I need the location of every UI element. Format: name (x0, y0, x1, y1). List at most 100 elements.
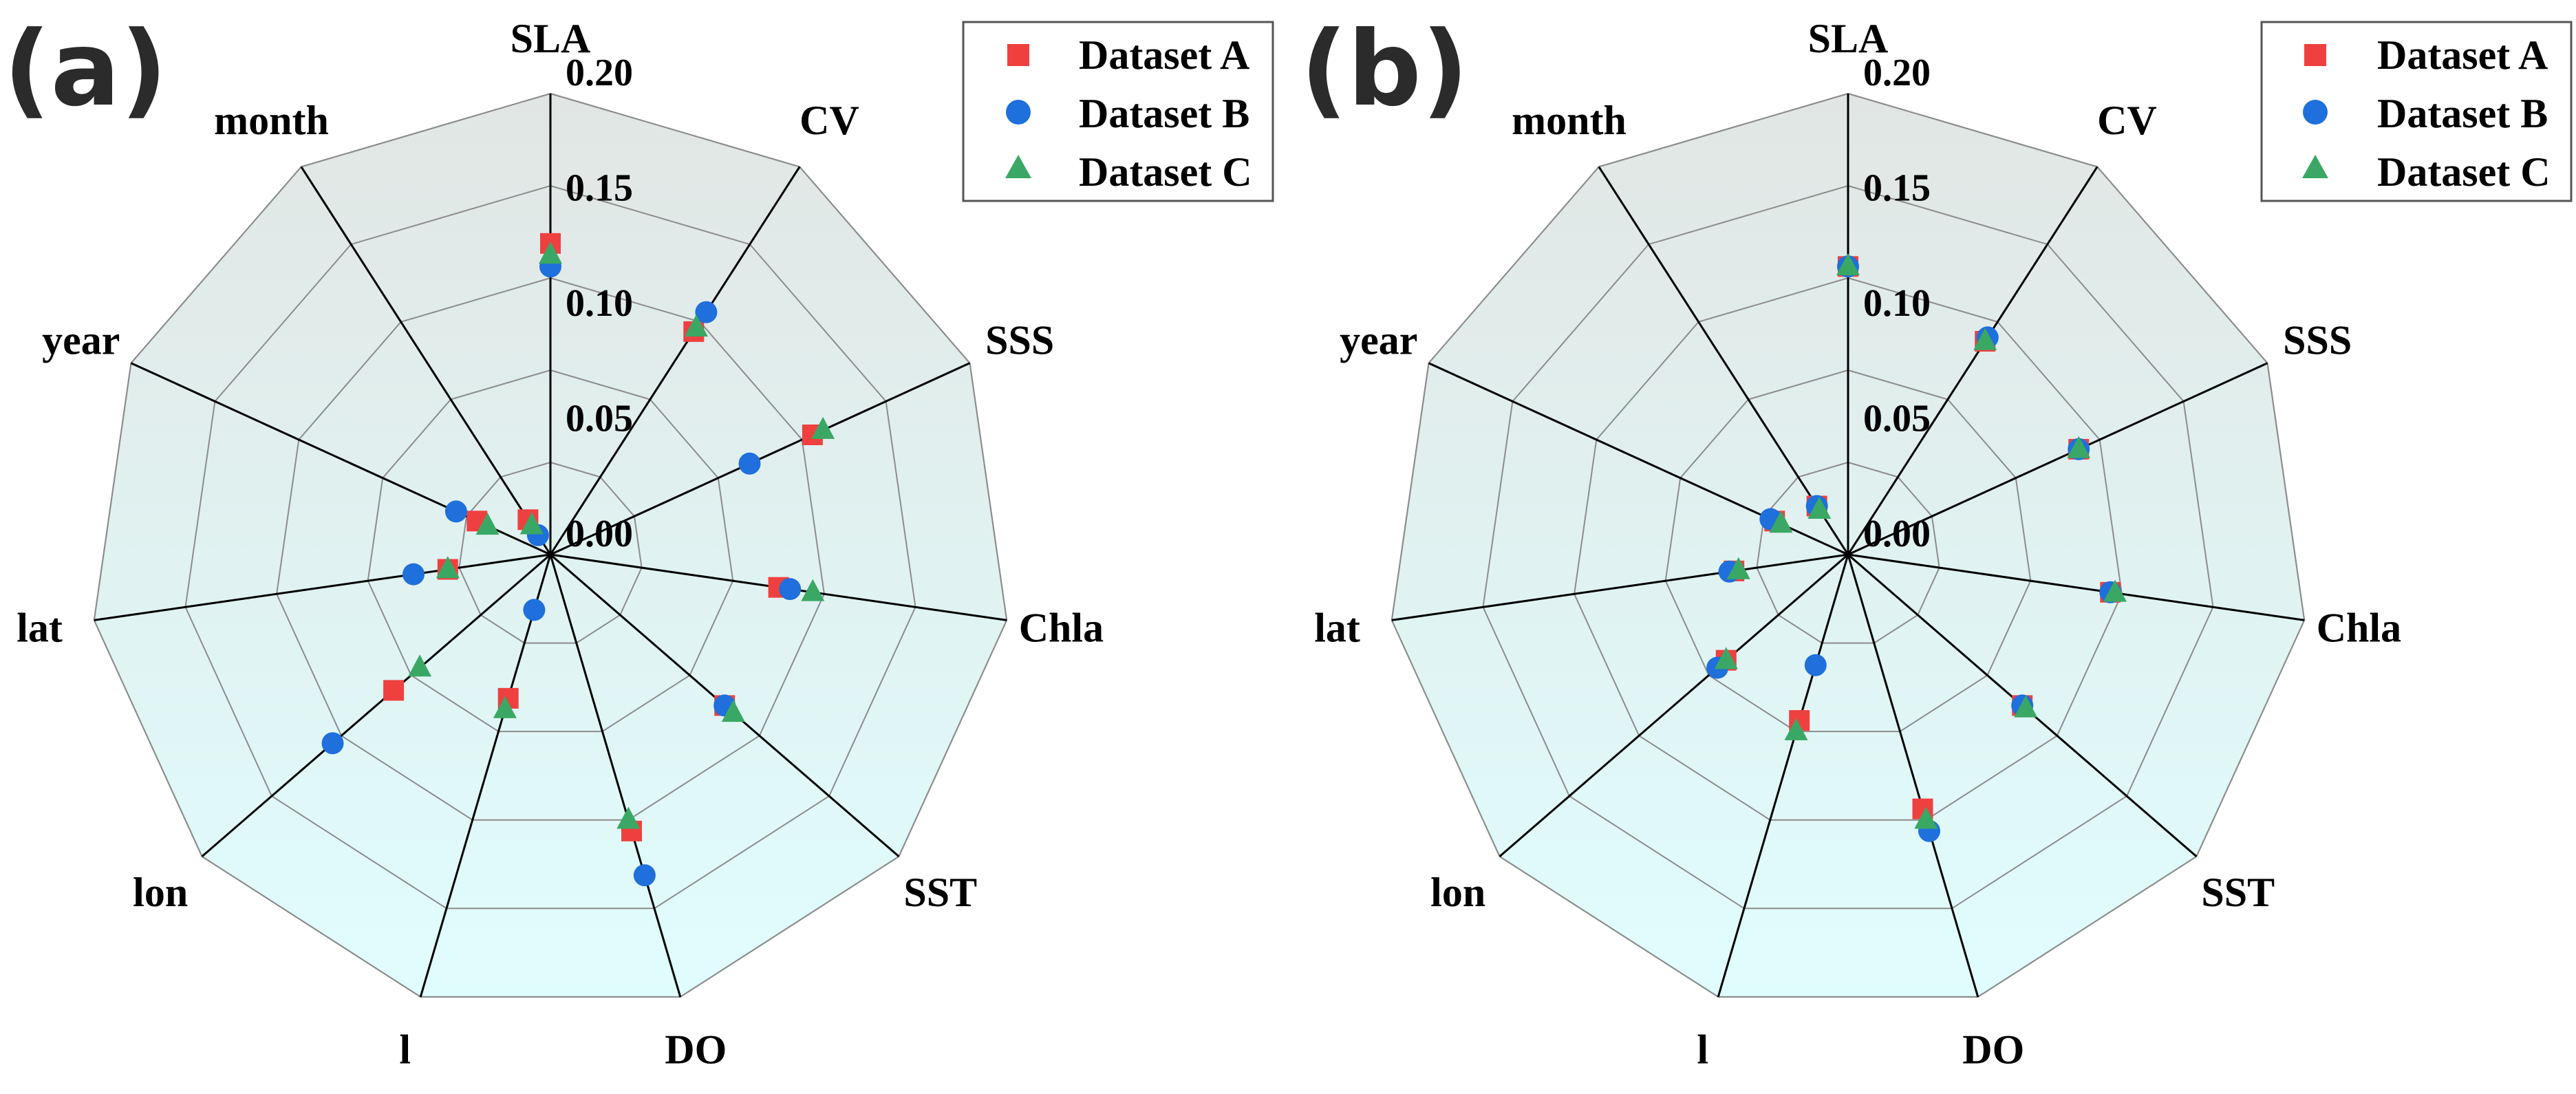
radial-ticks-a: 0.00 0.05 0.10 0.15 0.20 (566, 52, 633, 555)
radial-tick-label: 0.05 (1863, 398, 1931, 440)
radial-tick-label: 0.10 (1863, 282, 1931, 325)
axis-label-chla: Chla (2317, 605, 2401, 651)
legend-label-dataset-b: Dataset B (1079, 91, 1249, 136)
axis-labels-b: SLA CV SSS Chla SST DO l lon lat year month (1314, 16, 2401, 1073)
data-point-dataset-b-l (523, 599, 546, 621)
data-point-dataset-c-sla (539, 242, 562, 264)
data-point-dataset-c-lon (408, 654, 432, 677)
data-point-dataset-b-chla (779, 578, 802, 601)
axis-label-lat: lat (17, 605, 63, 651)
axis-label-month: month (214, 98, 329, 143)
radial-tick-label: 0.05 (566, 398, 633, 440)
radar-panel-b: (b) SLA CV SSS Chla SST DO l lon lat year month 0.… (1300, 10, 2573, 1073)
data-point-dataset-c-lat (436, 556, 460, 579)
legend-marker-dataset-a (1007, 44, 1029, 66)
radial-tick-label: 0.10 (566, 282, 633, 325)
radar-spoke-lat (94, 553, 551, 621)
axis-label-chla: Chla (1019, 605, 1104, 651)
data-point-dataset-c-l (493, 696, 517, 718)
legend-marker-dataset-a (2304, 44, 2326, 66)
data-point-dataset-a-lon (383, 680, 405, 701)
axis-label-lat: lat (1314, 605, 1360, 651)
data-point-dataset-b-do (633, 864, 656, 887)
panel-label-a: (a) (3, 10, 167, 129)
radar-spokes-b (1391, 94, 2305, 998)
axis-label-sss: SSS (2283, 317, 2352, 363)
legend-a: Dataset A Dataset B Dataset C (962, 21, 1274, 202)
radar-ring (184, 184, 916, 910)
data-point-dataset-c-month (519, 512, 544, 535)
axis-label-year: year (42, 317, 120, 363)
radar-ring (93, 92, 1008, 998)
legend-label-dataset-c: Dataset C (2377, 149, 2551, 195)
data-markers-a (321, 233, 835, 887)
data-point-dataset-c-sst (721, 700, 745, 722)
radar-ring (276, 277, 825, 821)
radar-spoke-sss (1847, 362, 2268, 556)
radar-panel-a: (a) SLA CV SSS Chla SST DO l lon lat year month 0.… (3, 10, 1274, 1073)
data-point-dataset-b-year (444, 500, 467, 523)
legend-label-dataset-a: Dataset A (1079, 32, 1249, 78)
legend-marker-dataset-b (2303, 100, 2328, 125)
radar-spoke-l (1717, 554, 1849, 998)
data-point-dataset-c-year (1769, 511, 1793, 533)
radar-spoke-month (1598, 166, 1849, 555)
radial-tick-label: 0.15 (566, 167, 633, 210)
radar-spoke-cv (549, 166, 801, 555)
radar-spoke-lat (1391, 553, 1849, 621)
data-point-dataset-c-lon (1714, 647, 1738, 669)
data-point-dataset-b-l (1804, 654, 1827, 676)
axis-label-sss: SSS (985, 317, 1054, 363)
radial-tick-label: 0.00 (1863, 513, 1931, 555)
legend-label-dataset-c: Dataset C (1079, 149, 1252, 195)
radar-spoke-lon (201, 553, 551, 857)
radar-ring (1574, 277, 2123, 821)
axis-label-do: DO (665, 1027, 727, 1073)
data-point-dataset-c-sla (1836, 253, 1860, 276)
data-point-dataset-c-l (1784, 718, 1808, 740)
data-point-dataset-c-year (475, 513, 500, 535)
radar-ring (1664, 369, 2032, 733)
axis-label-sla: SLA (511, 16, 591, 61)
axis-label-sst: SST (903, 870, 977, 915)
data-point-dataset-c-do (616, 806, 641, 829)
axis-label-month: month (1512, 98, 1627, 143)
data-point-dataset-b-cv (695, 301, 718, 323)
legend-marker-dataset-b (1006, 100, 1031, 125)
data-point-dataset-c-chla (2103, 579, 2127, 602)
data-point-dataset-c-lat (1726, 557, 1750, 579)
radial-ticks-b: 0.00 0.05 0.10 0.15 0.20 (1863, 52, 1931, 555)
axis-label-cv: CV (2097, 98, 2157, 143)
data-point-dataset-c-month (1807, 497, 1832, 519)
radar-ring (458, 461, 643, 644)
data-point-dataset-c-sss (2067, 436, 2091, 458)
radar-ring (1391, 92, 2306, 998)
radar-spoke-do (1847, 554, 1979, 998)
radar-spoke-chla (1847, 553, 2305, 621)
data-point-dataset-c-cv (1973, 328, 1997, 350)
axis-label-cv: CV (799, 98, 859, 143)
data-markers-b (1706, 253, 2127, 842)
axis-label-l: l (1697, 1027, 1708, 1073)
radial-tick-label: 0.20 (566, 52, 633, 94)
data-point-dataset-b-sss (738, 452, 761, 475)
radar-spoke-sss (550, 362, 971, 556)
axis-label-lon: lon (1430, 870, 1485, 915)
radar-spoke-l (419, 554, 552, 998)
radial-tick-label: 0.00 (566, 513, 633, 555)
axis-label-do: DO (1962, 1027, 2024, 1073)
radial-tick-label: 0.15 (1863, 167, 1931, 210)
radar-ring (367, 369, 734, 733)
radial-tick-label: 0.20 (1863, 52, 1931, 94)
legend-label-dataset-b: Dataset B (2377, 91, 2548, 136)
axis-label-lon: lon (133, 870, 188, 915)
panel-label-b: (b) (1300, 10, 1468, 129)
radar-spoke-do (549, 554, 682, 998)
legend-marker-dataset-c (1005, 155, 1031, 178)
legend-label-dataset-a: Dataset A (2377, 32, 2548, 78)
axis-label-year: year (1340, 317, 1417, 363)
axis-label-sst: SST (2201, 870, 2275, 915)
axis-label-sla: SLA (1808, 16, 1889, 61)
data-point-dataset-b-lon (321, 732, 344, 755)
